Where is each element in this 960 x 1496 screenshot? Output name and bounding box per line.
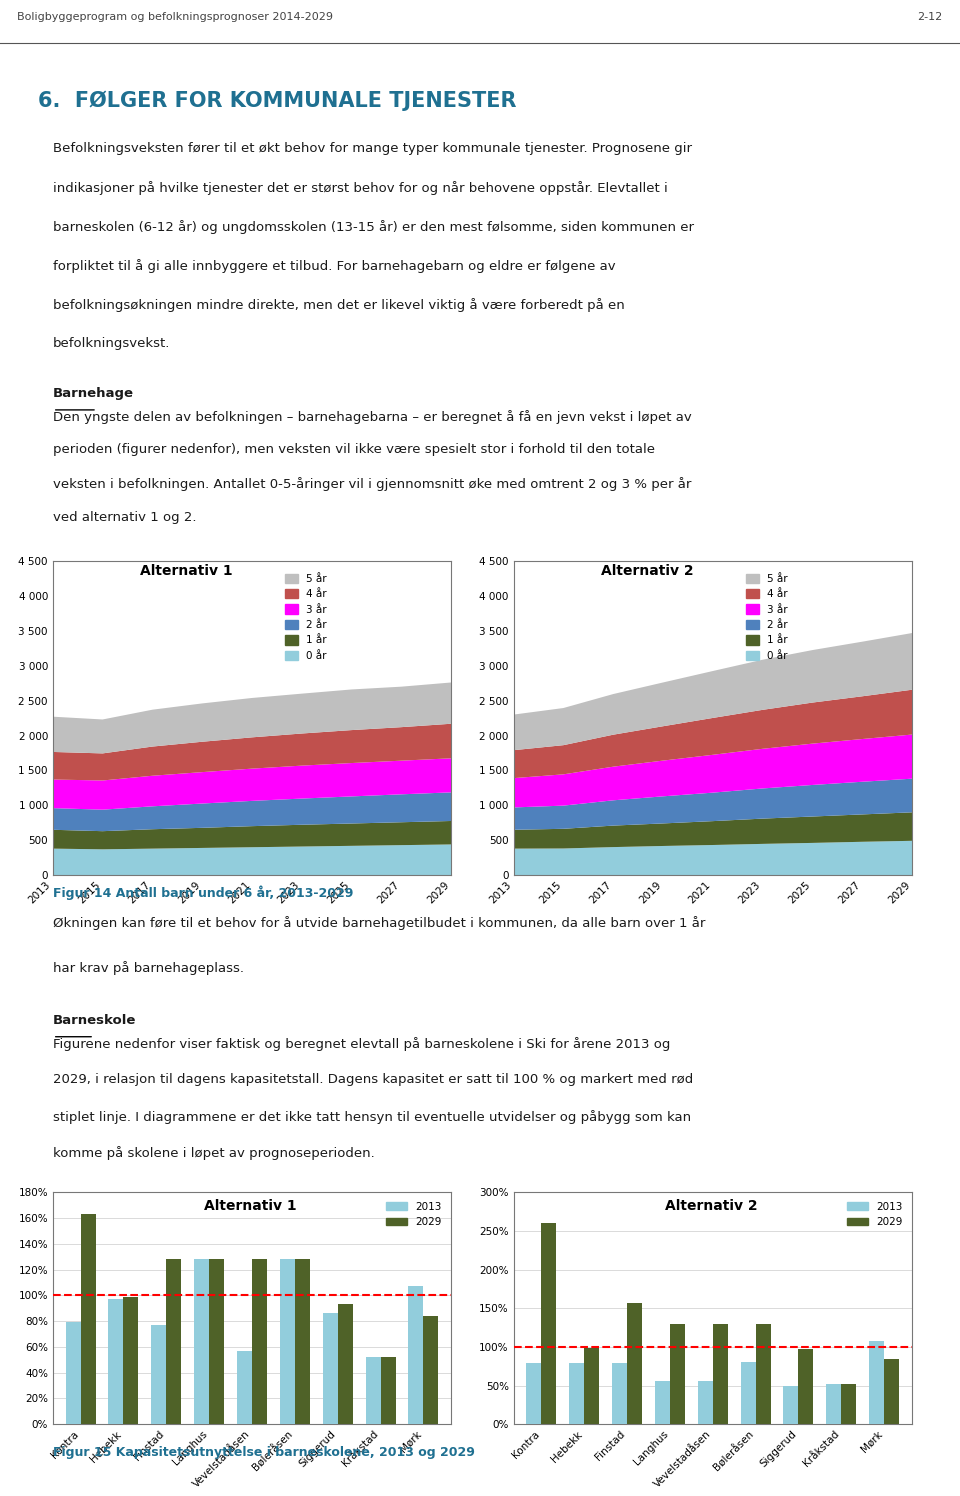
Bar	[612, 1363, 627, 1424]
Bar	[252, 1260, 267, 1424]
Text: Den yngste delen av befolkningen – barnehagebarna – er beregnet å få en jevn vek: Den yngste delen av befolkningen – barne…	[53, 410, 691, 423]
Bar	[799, 1349, 813, 1424]
Legend: 2013, 2029: 2013, 2029	[843, 1197, 907, 1231]
Text: Alternativ 1: Alternativ 1	[140, 564, 233, 577]
Bar	[756, 1324, 771, 1424]
Text: ved alternativ 1 og 2.: ved alternativ 1 og 2.	[53, 510, 196, 524]
Bar	[108, 1299, 124, 1424]
Bar	[152, 1325, 166, 1424]
Bar	[408, 1287, 423, 1424]
Bar	[698, 1381, 712, 1424]
Bar	[627, 1303, 642, 1424]
Text: befolkningsøkningen mindre direkte, men det er likevel viktig å være forberedt p: befolkningsøkningen mindre direkte, men …	[53, 298, 625, 311]
Text: 2-12: 2-12	[918, 12, 943, 22]
Text: Alternativ 2: Alternativ 2	[665, 1200, 757, 1213]
Text: befolkningsvekst.: befolkningsvekst.	[53, 337, 170, 350]
Bar	[366, 1357, 380, 1424]
Legend: 2013, 2029: 2013, 2029	[382, 1197, 446, 1231]
Bar	[670, 1324, 684, 1424]
Bar	[166, 1260, 181, 1424]
Bar	[783, 1385, 799, 1424]
Bar	[380, 1357, 396, 1424]
Text: komme på skolene i løpet av prognoseperioden.: komme på skolene i løpet av prognoseperi…	[53, 1146, 374, 1161]
Bar	[194, 1260, 209, 1424]
Legend: 5 år, 4 år, 3 år, 2 år, 1 år, 0 år: 5 år, 4 år, 3 år, 2 år, 1 år, 0 år	[742, 570, 792, 666]
Bar	[209, 1260, 224, 1424]
Bar	[280, 1260, 295, 1424]
Text: indikasjoner på hvilke tjenester det er størst behov for og når behovene oppstår: indikasjoner på hvilke tjenester det er …	[53, 181, 667, 194]
Text: stiplet linje. I diagrammene er det ikke tatt hensyn til eventuelle utvidelser o: stiplet linje. I diagrammene er det ikke…	[53, 1110, 691, 1123]
Bar	[841, 1384, 856, 1424]
Bar	[423, 1316, 439, 1424]
Bar	[712, 1324, 728, 1424]
Text: Figurene nedenfor viser faktisk og beregnet elevtall på barneskolene i Ski for å: Figurene nedenfor viser faktisk og bereg…	[53, 1037, 670, 1050]
Text: Alternativ 2: Alternativ 2	[601, 564, 694, 577]
Text: har krav på barnehageplass.: har krav på barnehageplass.	[53, 960, 244, 974]
Text: forpliktet til å gi alle innbyggere et tilbud. For barnehagebarn og eldre er føl: forpliktet til å gi alle innbyggere et t…	[53, 259, 615, 272]
Bar	[569, 1363, 585, 1424]
Bar	[884, 1360, 900, 1424]
Text: perioden (figurer nedenfor), men veksten vil ikke være spesielt stor i forhold t: perioden (figurer nedenfor), men veksten…	[53, 443, 655, 456]
Legend: 5 år, 4 år, 3 år, 2 år, 1 år, 0 år: 5 år, 4 år, 3 år, 2 år, 1 år, 0 år	[281, 570, 331, 666]
Bar	[526, 1363, 541, 1424]
Text: Barneskole: Barneskole	[53, 1014, 136, 1026]
Text: Figur 14 Antall barn under 6 år, 2013-2029: Figur 14 Antall barn under 6 år, 2013-20…	[53, 886, 353, 901]
Text: Befolkningsveksten fører til et økt behov for mange typer kommunale tjenester. P: Befolkningsveksten fører til et økt beho…	[53, 142, 692, 156]
Bar	[295, 1260, 310, 1424]
Text: Boligbyggeprogram og befolkningsprognoser 2014-2029: Boligbyggeprogram og befolkningsprognose…	[17, 12, 333, 22]
Text: barneskolen (6-12 år) og ungdomsskolen (13-15 år) er den mest følsomme, siden ko: barneskolen (6-12 år) og ungdomsskolen (…	[53, 220, 694, 233]
Bar	[827, 1384, 841, 1424]
Bar	[81, 1215, 96, 1424]
Bar	[124, 1297, 138, 1424]
Bar	[65, 1322, 81, 1424]
Bar	[869, 1342, 884, 1424]
Text: Figur 15 Kapasitetsutnyttelse i barneskolene, 2013 og 2029: Figur 15 Kapasitetsutnyttelse i barnesko…	[53, 1447, 474, 1459]
Bar	[237, 1351, 252, 1424]
Bar	[741, 1361, 756, 1424]
Bar	[541, 1224, 557, 1424]
Text: Økningen kan føre til et behov for å utvide barnehagetilbudet i kommunen, da all: Økningen kan føre til et behov for å utv…	[53, 916, 706, 929]
Bar	[338, 1305, 352, 1424]
Text: veksten i befolkningen. Antallet 0-5-åringer vil i gjennomsnitt øke med omtrent : veksten i befolkningen. Antallet 0-5-åri…	[53, 477, 691, 491]
Text: 6.  FØLGER FOR KOMMUNALE TJENESTER: 6. FØLGER FOR KOMMUNALE TJENESTER	[38, 91, 516, 111]
Text: Barnehage: Barnehage	[53, 387, 133, 399]
Bar	[585, 1348, 599, 1424]
Bar	[323, 1313, 338, 1424]
Text: Alternativ 1: Alternativ 1	[204, 1200, 297, 1213]
Bar	[655, 1381, 670, 1424]
Text: 2029, i relasjon til dagens kapasitetstall. Dagens kapasitet er satt til 100 % o: 2029, i relasjon til dagens kapasitetsta…	[53, 1073, 693, 1086]
